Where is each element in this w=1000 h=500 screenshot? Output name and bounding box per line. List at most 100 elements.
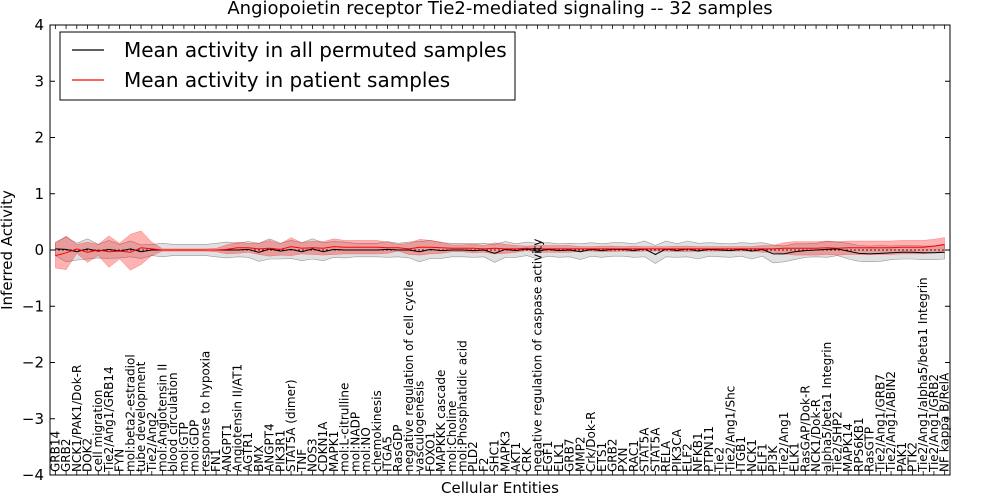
x-tick-label: NCK1 [745,439,759,472]
y-tick-label: −2 [22,354,44,372]
x-tick-label: STAT5A (dimer) [284,379,298,472]
legend: Mean activity in all permuted samples Me… [59,31,516,101]
x-tick-label: STAT5A [648,427,662,472]
x-tick-label: SHC1 [488,439,502,472]
x-tick-label: NF kappa B/RelA [938,372,952,472]
y-tick-label: 2 [34,129,44,147]
x-tick-label: TNF [295,449,309,473]
x-tick-label: GRB2 [606,438,620,472]
x-tick-label: vasculogenesis [413,381,427,472]
x-tick-label: Angiotensin II/AT1 [231,364,245,472]
x-tick-label: Crk/Dok-R [584,411,598,472]
x-tick-label: GRB2 [59,438,73,472]
x-tick-label: Tie2/Ang1/Shc [723,386,737,473]
x-tick-label: RasGDP [391,425,405,472]
x-tick-label: RPS6KB1 [852,417,866,472]
y-tick-label: −3 [22,410,44,428]
x-tick-label: AKT1 [509,442,523,472]
x-tick-label: cell migration [91,390,105,472]
x-tick-label: PAK1 [895,442,909,472]
x-tick-label: PIK3R1 [273,430,287,472]
x-tick-label: Tie2/Ang1/GRB7 [873,374,887,473]
x-tick-label: mol:GTP [177,422,191,472]
x-tick-label: ELF2 [681,443,695,472]
x-tick-label: mol:Choline [445,401,459,472]
y-tick-label: 0 [34,241,44,259]
chart-title: Angiopoietin receptor Tie2-mediated sign… [227,0,772,19]
x-tick-label: F2 [477,457,491,472]
x-tick-label: AGTR1 [241,432,255,472]
x-tick-label: Tie2/Ang2 [145,412,159,473]
x-tick-label: response to hypoxia [198,351,212,472]
x-tick-label: ANGPT1 [220,423,234,472]
x-tick-label: CDKN1A [316,421,330,472]
x-tick-label: chemokinesis [370,390,384,472]
x-tick-label: RasGTP [863,427,877,472]
x-tick-label: RAC1 [627,440,641,472]
x-tick-label: mol:GDP [188,420,202,472]
x-tick-label: GRB14 [48,431,62,472]
x-tick-label: tube development [134,361,148,472]
x-tick-label: MAPKKK cascade [434,370,448,472]
x-tick-label: EGF1 [541,441,555,472]
x-tick-label: NCK1/Dok-R [809,399,823,472]
y-tick-label: −4 [22,466,44,484]
y-tick-label: 4 [34,16,44,34]
x-tick-label: ANGPT4 [263,423,277,472]
x-tick-label: MMP2 [573,436,587,472]
x-tick-label: negative regulation of cell cycle [402,280,416,472]
x-tick-label: Tie2 [713,447,727,473]
legend-label-patient: Mean activity in patient samples [124,68,450,92]
x-tick-label: ELK1 [788,442,802,472]
x-tick-label: CRK [520,446,534,472]
x-tick-label: NOS3 [306,438,320,472]
x-tick-label: ITGB1 [734,436,748,472]
x-tick-label: FN1 [209,448,223,472]
x-tick-label: ELF1 [756,443,770,472]
x-tick-label: MAPK1 [327,431,341,472]
y-tick-label: 1 [34,185,44,203]
x-tick-label: mol:Angiotensin II [156,364,170,472]
x-tick-label: FYN [113,449,127,472]
series-line-patient [55,243,945,257]
x-tick-label: GRB7 [563,438,577,472]
x-tick-label: PI3K [766,445,780,472]
y-axis-label: Inferred Activity [0,190,16,310]
y-tick-label: −1 [22,297,44,315]
x-tick-label: PTK2 [906,442,920,472]
x-tick-label: mol:beta2-estradiol [123,354,137,472]
x-tick-label: negative regulation of caspase activity [531,239,545,472]
patient-confidence-band [55,230,945,271]
x-tick-label: PXN [616,448,630,472]
x-tick-label: mol:Phosphatidic acid [456,340,470,472]
x-tick-label: STAT5A [638,427,652,472]
x-tick-label: blood circulation [166,372,180,472]
x-tick-label: MAPK3 [498,431,512,472]
x-tick-label: BMX [252,445,266,472]
x-tick-label: NCK1/PAK1/Dok-R [70,365,84,472]
plot-area: −4−3−2−101234GRB14GRB2NCK1/PAK1/Dok-RDOK… [22,16,952,484]
x-tick-label: RELA [659,440,673,472]
x-tick-label: PIK3CA [670,428,684,472]
x-tick-label: RasGAP/Dok-R [798,385,812,472]
x-tick-label: Tie2/Ang1/alpha5/beta1 Integrin [916,277,930,473]
x-tick-label: ELK1 [552,442,566,472]
x-tick-label: PTPN11 [702,426,716,472]
x-tick-label: NFKB1 [691,432,705,472]
legend-label-permuted: Mean activity in all permuted samples [124,38,507,62]
x-tick-label: DOK2 [81,438,95,472]
x-tick-label: mol:NADP [348,412,362,472]
x-tick-label: FOXO1 [423,432,437,472]
x-tick-label: Tie2/Ang1/GRB14 [102,366,116,473]
y-tick-label: 3 [34,72,44,90]
x-tick-label: Tie2/SHP2 [831,411,845,473]
x-tick-label: Tie2/Ang1/GRB2 [927,374,941,473]
x-tick-label: PLD2 [466,441,480,472]
x-tick-label: alpha5/beta1 Integrin [820,342,834,472]
legend-box [59,31,516,101]
x-tick-label: Tie2/Ang1/ABIN2 [884,371,898,473]
x-axis-label: Cellular Entities [441,479,559,497]
x-tick-label: ITGA5 [381,436,395,472]
x-tick-label: ETS1 [595,442,609,472]
